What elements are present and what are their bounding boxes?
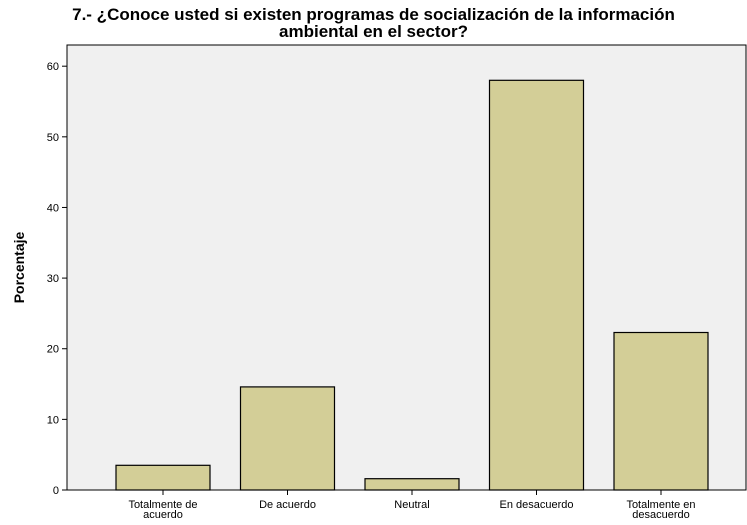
bar-4 [613,331,709,491]
x-tick-label-0: Totalmente de acuerdo [128,499,197,521]
y-tick-label-4: 40 [47,202,59,214]
bar-1 [239,386,336,491]
chart-title: 7.- ¿Conoce usted si existen programas d… [0,6,747,40]
bar-3 [488,79,585,491]
y-tick-label-3: 30 [47,273,59,285]
x-tick-label-4: Totalmente en desacuerdo [626,499,695,521]
y-tick-label-5: 50 [47,132,59,144]
y-axis: 0 10 20 30 40 50 60 [47,45,68,497]
y-axis-label: Porcentaje [11,231,27,303]
bars-group [115,79,709,491]
chart-title-line-2: ambiental en el sector? [279,22,468,41]
y-tick-label-2: 20 [47,344,59,356]
y-tick-label-0: 0 [53,485,59,497]
x-tick-label-2: Neutral [394,499,429,511]
x-axis: Totalmente de acuerdo De acuerdo Neutral En … [67,489,746,521]
x-tick-label-1: De acuerdo [259,499,316,511]
y-tick-label-1: 10 [47,414,59,426]
bar-2 [364,478,460,491]
bar-0 [115,464,211,491]
chart-title-line-1: 7.- ¿Conoce usted si existen programas d… [72,5,675,24]
x-tick-label-3: En desacuerdo [500,499,574,511]
y-tick-label-6: 60 [47,61,59,73]
